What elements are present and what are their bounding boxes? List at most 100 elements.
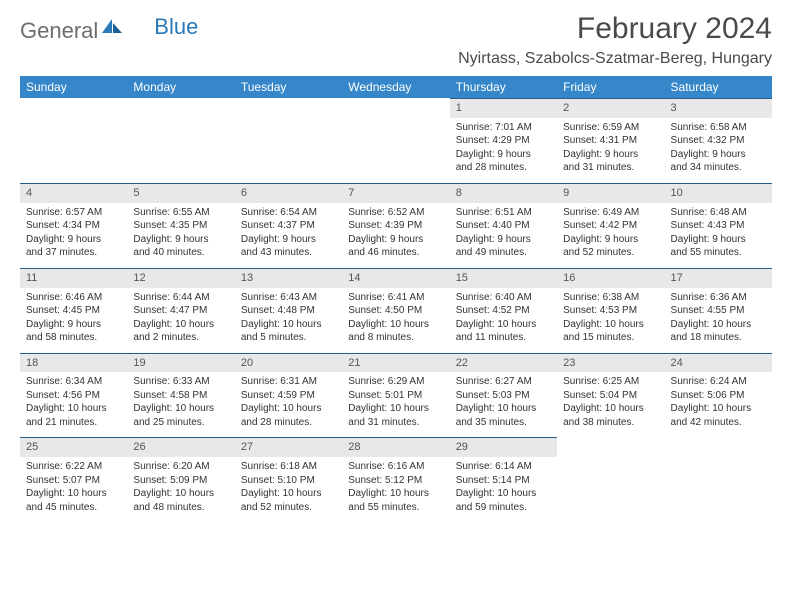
day-number: 8 — [450, 183, 557, 203]
daylight-line-2: and 37 minutes. — [26, 246, 121, 260]
daylight-line-1: Daylight: 9 hours — [671, 233, 766, 247]
day-content: Sunrise: 6:51 AMSunset: 4:40 PMDaylight:… — [450, 203, 557, 268]
day-content: Sunrise: 6:44 AMSunset: 4:47 PMDaylight:… — [127, 288, 234, 353]
daylight-line-1: Daylight: 10 hours — [241, 402, 336, 416]
day-content: Sunrise: 6:34 AMSunset: 4:56 PMDaylight:… — [20, 372, 127, 437]
daylight-line-1: Daylight: 9 hours — [563, 233, 658, 247]
daylight-line-2: and 40 minutes. — [133, 246, 228, 260]
daylight-line-2: and 15 minutes. — [563, 331, 658, 345]
daylight-line-1: Daylight: 9 hours — [671, 148, 766, 162]
day-number: 2 — [557, 98, 664, 118]
sunrise-line: Sunrise: 6:48 AM — [671, 206, 766, 220]
weekday-header-row: SundayMondayTuesdayWednesdayThursdayFrid… — [20, 76, 772, 98]
sunset-line: Sunset: 5:06 PM — [671, 389, 766, 403]
sunrise-line: Sunrise: 6:58 AM — [671, 121, 766, 135]
day-content: Sunrise: 6:29 AMSunset: 5:01 PMDaylight:… — [342, 372, 449, 437]
daylight-line-1: Daylight: 9 hours — [241, 233, 336, 247]
day-content: Sunrise: 6:52 AMSunset: 4:39 PMDaylight:… — [342, 203, 449, 268]
sunrise-line: Sunrise: 6:24 AM — [671, 375, 766, 389]
sunset-line: Sunset: 4:34 PM — [26, 219, 121, 233]
calendar-day: 9Sunrise: 6:49 AMSunset: 4:42 PMDaylight… — [557, 183, 664, 268]
calendar-day: 18Sunrise: 6:34 AMSunset: 4:56 PMDayligh… — [20, 353, 127, 438]
location-subtitle: Nyirtass, Szabolcs-Szatmar-Bereg, Hungar… — [458, 50, 772, 68]
day-number: 23 — [557, 353, 664, 373]
daylight-line-1: Daylight: 10 hours — [563, 318, 658, 332]
day-number: 10 — [665, 183, 772, 203]
sunrise-line: Sunrise: 6:22 AM — [26, 460, 121, 474]
daylight-line-2: and 35 minutes. — [456, 416, 551, 430]
day-number: 16 — [557, 268, 664, 288]
day-content: Sunrise: 6:20 AMSunset: 5:09 PMDaylight:… — [127, 457, 234, 522]
day-number: 25 — [20, 437, 127, 457]
calendar-day: 5Sunrise: 6:55 AMSunset: 4:35 PMDaylight… — [127, 183, 234, 268]
calendar-day: 14Sunrise: 6:41 AMSunset: 4:50 PMDayligh… — [342, 268, 449, 353]
daylight-line-1: Daylight: 10 hours — [456, 402, 551, 416]
day-content: Sunrise: 6:33 AMSunset: 4:58 PMDaylight:… — [127, 372, 234, 437]
daylight-line-2: and 18 minutes. — [671, 331, 766, 345]
daylight-line-1: Daylight: 9 hours — [563, 148, 658, 162]
day-content: Sunrise: 6:41 AMSunset: 4:50 PMDaylight:… — [342, 288, 449, 353]
day-content: Sunrise: 6:58 AMSunset: 4:32 PMDaylight:… — [665, 118, 772, 183]
day-number: 15 — [450, 268, 557, 288]
sunrise-line: Sunrise: 6:43 AM — [241, 291, 336, 305]
calendar-day: 26Sunrise: 6:20 AMSunset: 5:09 PMDayligh… — [127, 437, 234, 522]
sunrise-line: Sunrise: 7:01 AM — [456, 121, 551, 135]
day-content: Sunrise: 6:18 AMSunset: 5:10 PMDaylight:… — [235, 457, 342, 522]
daylight-line-2: and 48 minutes. — [133, 501, 228, 515]
calendar-empty — [557, 437, 664, 522]
calendar-day: 6Sunrise: 6:54 AMSunset: 4:37 PMDaylight… — [235, 183, 342, 268]
calendar-day: 25Sunrise: 6:22 AMSunset: 5:07 PMDayligh… — [20, 437, 127, 522]
daylight-line-1: Daylight: 10 hours — [348, 402, 443, 416]
sunrise-line: Sunrise: 6:14 AM — [456, 460, 551, 474]
daylight-line-2: and 52 minutes. — [563, 246, 658, 260]
day-content: Sunrise: 6:55 AMSunset: 4:35 PMDaylight:… — [127, 203, 234, 268]
daylight-line-2: and 31 minutes. — [563, 161, 658, 175]
calendar-row: 1Sunrise: 7:01 AMSunset: 4:29 PMDaylight… — [20, 98, 772, 183]
daylight-line-2: and 38 minutes. — [563, 416, 658, 430]
daylight-line-2: and 8 minutes. — [348, 331, 443, 345]
calendar-day: 29Sunrise: 6:14 AMSunset: 5:14 PMDayligh… — [450, 437, 557, 522]
day-number: 11 — [20, 268, 127, 288]
sunset-line: Sunset: 5:14 PM — [456, 474, 551, 488]
day-number: 28 — [342, 437, 449, 457]
logo: General Blue — [20, 12, 198, 44]
day-number: 12 — [127, 268, 234, 288]
daylight-line-2: and 21 minutes. — [26, 416, 121, 430]
day-content: Sunrise: 6:38 AMSunset: 4:53 PMDaylight:… — [557, 288, 664, 353]
daylight-line-2: and 28 minutes. — [456, 161, 551, 175]
weekday-header: Friday — [557, 76, 664, 98]
sunset-line: Sunset: 4:43 PM — [671, 219, 766, 233]
day-number: 22 — [450, 353, 557, 373]
sunrise-line: Sunrise: 6:29 AM — [348, 375, 443, 389]
calendar-empty — [665, 437, 772, 522]
daylight-line-1: Daylight: 10 hours — [563, 402, 658, 416]
sunset-line: Sunset: 5:09 PM — [133, 474, 228, 488]
sunset-line: Sunset: 4:37 PM — [241, 219, 336, 233]
daylight-line-1: Daylight: 9 hours — [456, 233, 551, 247]
sunset-line: Sunset: 4:47 PM — [133, 304, 228, 318]
daylight-line-1: Daylight: 9 hours — [348, 233, 443, 247]
calendar-row: 25Sunrise: 6:22 AMSunset: 5:07 PMDayligh… — [20, 437, 772, 522]
daylight-line-2: and 55 minutes. — [671, 246, 766, 260]
calendar-day: 10Sunrise: 6:48 AMSunset: 4:43 PMDayligh… — [665, 183, 772, 268]
day-number: 21 — [342, 353, 449, 373]
sunset-line: Sunset: 4:31 PM — [563, 134, 658, 148]
sunset-line: Sunset: 5:12 PM — [348, 474, 443, 488]
title-block: February 2024 Nyirtass, Szabolcs-Szatmar… — [458, 12, 772, 68]
day-content: Sunrise: 6:36 AMSunset: 4:55 PMDaylight:… — [665, 288, 772, 353]
header: General Blue February 2024 Nyirtass, Sza… — [20, 12, 772, 68]
logo-text-general: General — [20, 18, 98, 44]
day-number: 9 — [557, 183, 664, 203]
day-content: Sunrise: 6:48 AMSunset: 4:43 PMDaylight:… — [665, 203, 772, 268]
sunset-line: Sunset: 5:01 PM — [348, 389, 443, 403]
day-content: Sunrise: 6:16 AMSunset: 5:12 PMDaylight:… — [342, 457, 449, 522]
sunrise-line: Sunrise: 6:55 AM — [133, 206, 228, 220]
daylight-line-1: Daylight: 10 hours — [133, 487, 228, 501]
calendar-day: 27Sunrise: 6:18 AMSunset: 5:10 PMDayligh… — [235, 437, 342, 522]
calendar-day: 15Sunrise: 6:40 AMSunset: 4:52 PMDayligh… — [450, 268, 557, 353]
calendar-day: 17Sunrise: 6:36 AMSunset: 4:55 PMDayligh… — [665, 268, 772, 353]
calendar-empty — [342, 98, 449, 183]
sunset-line: Sunset: 4:42 PM — [563, 219, 658, 233]
calendar-day: 1Sunrise: 7:01 AMSunset: 4:29 PMDaylight… — [450, 98, 557, 183]
daylight-line-1: Daylight: 9 hours — [26, 233, 121, 247]
